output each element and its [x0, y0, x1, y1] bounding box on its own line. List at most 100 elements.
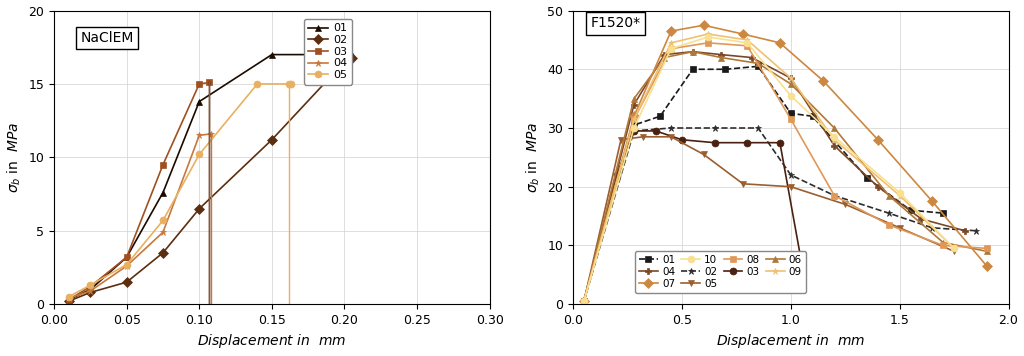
Line: 06: 06	[581, 48, 990, 305]
05	[283, 82, 295, 86]
08	[981, 246, 993, 251]
02	[84, 290, 96, 294]
07	[926, 199, 938, 204]
Line: 01: 01	[581, 63, 946, 305]
10	[894, 190, 906, 195]
08	[828, 193, 841, 198]
01	[719, 67, 731, 72]
09	[894, 193, 906, 198]
Y-axis label: $\sigma_b$ in  $MPa$: $\sigma_b$ in $MPa$	[524, 122, 542, 193]
02	[926, 226, 938, 230]
07	[981, 264, 993, 268]
04	[745, 56, 758, 60]
Line: 10: 10	[581, 33, 957, 305]
05	[839, 202, 851, 206]
01	[937, 211, 949, 215]
03	[796, 261, 808, 265]
03	[610, 173, 623, 177]
X-axis label: Displacement in  $mm$: Displacement in $mm$	[198, 333, 346, 350]
01	[121, 255, 133, 259]
05	[894, 226, 906, 230]
03	[84, 284, 96, 289]
07	[871, 138, 884, 142]
01	[861, 176, 873, 180]
03	[628, 129, 640, 133]
07	[736, 32, 749, 36]
06	[937, 240, 949, 245]
04	[628, 103, 640, 107]
06	[715, 56, 727, 60]
09	[784, 76, 797, 80]
02	[338, 60, 350, 64]
03	[204, 80, 216, 85]
Legend: 01, 04, 07, 10, 02, 05, 08, 03, 06, 09: 01, 04, 07, 10, 02, 05, 08, 03, 06, 09	[635, 251, 806, 293]
01	[265, 52, 278, 57]
09	[741, 38, 754, 42]
06	[578, 299, 590, 303]
04	[871, 185, 884, 189]
01	[806, 114, 818, 119]
10	[665, 47, 677, 51]
05	[665, 135, 677, 139]
08	[883, 223, 895, 227]
06	[628, 96, 640, 101]
08	[628, 117, 640, 121]
06	[687, 49, 699, 54]
09	[578, 299, 590, 303]
10	[701, 35, 714, 39]
01	[345, 52, 357, 57]
10	[948, 246, 961, 251]
05	[578, 299, 590, 303]
04	[658, 52, 671, 57]
Line: 04: 04	[66, 130, 214, 302]
03	[157, 163, 169, 167]
04	[715, 52, 727, 57]
08	[665, 47, 677, 51]
04	[958, 229, 971, 233]
05	[251, 82, 263, 86]
10	[741, 41, 754, 45]
Line: 03: 03	[66, 79, 213, 303]
08	[937, 243, 949, 247]
Text: NaClEM: NaClEM	[80, 31, 133, 45]
04	[915, 217, 928, 221]
05	[84, 283, 96, 287]
01	[194, 99, 206, 104]
08	[701, 41, 714, 45]
01	[784, 111, 797, 115]
Legend: 01, 02, 03, 04, 05: 01, 02, 03, 04, 05	[303, 19, 352, 85]
04	[84, 289, 96, 293]
07	[665, 29, 677, 33]
Line: 03: 03	[581, 127, 805, 305]
05	[637, 135, 649, 139]
04	[687, 49, 699, 54]
09	[948, 246, 961, 251]
10	[578, 299, 590, 303]
03	[676, 138, 688, 142]
Text: F1520*: F1520*	[591, 16, 641, 30]
Line: 02: 02	[581, 125, 979, 305]
05	[614, 138, 627, 142]
02	[828, 193, 841, 198]
05	[62, 295, 75, 299]
07	[578, 299, 590, 303]
02	[970, 229, 982, 233]
Line: 07: 07	[581, 22, 990, 305]
05	[784, 185, 797, 189]
02	[157, 251, 169, 255]
06	[752, 61, 764, 66]
04	[828, 143, 841, 148]
05	[194, 152, 206, 157]
05	[121, 262, 133, 267]
10	[628, 126, 640, 130]
02	[194, 206, 206, 211]
07	[817, 79, 829, 83]
06	[784, 82, 797, 86]
07	[628, 114, 640, 119]
01	[654, 114, 667, 119]
01	[752, 64, 764, 68]
04	[157, 230, 169, 234]
03	[578, 299, 590, 303]
06	[828, 126, 841, 130]
01	[157, 190, 169, 195]
